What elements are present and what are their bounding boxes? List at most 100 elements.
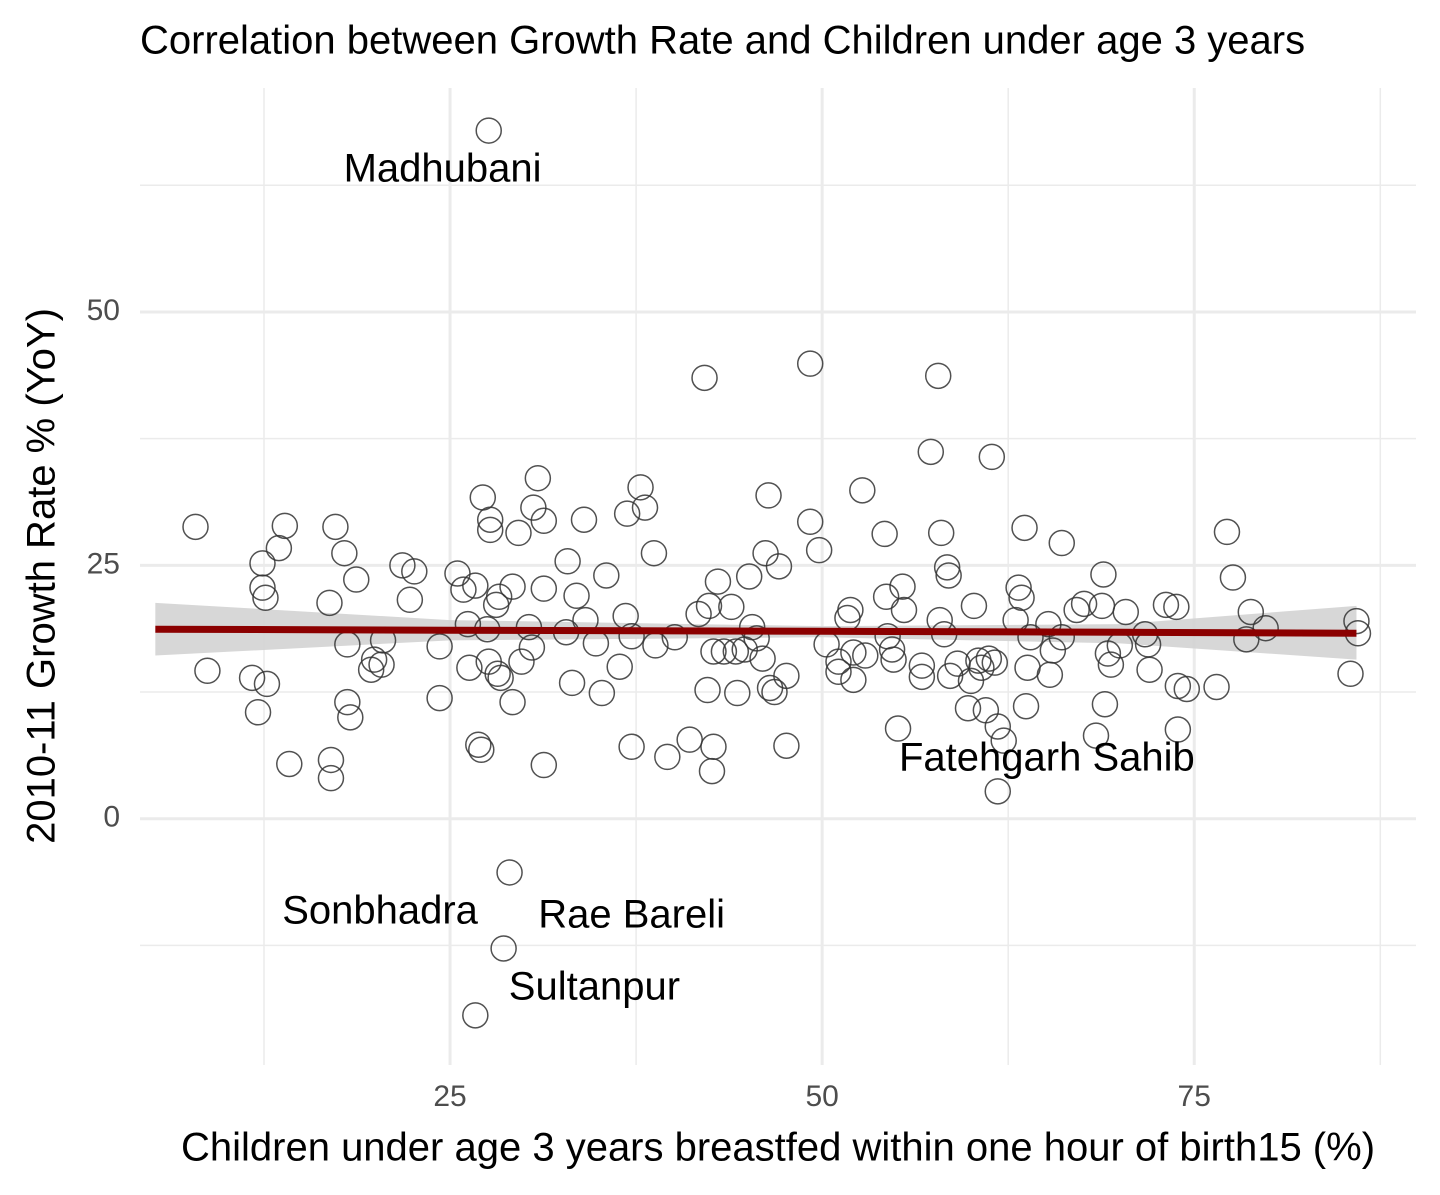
point (252, 584, 279, 612)
point (253, 670, 281, 698)
chart-title: Correlation between Growth Rate and Chil… (140, 19, 1305, 63)
point (618, 623, 645, 650)
point (1136, 656, 1163, 683)
point (401, 558, 428, 585)
annotation: Madhubani (344, 147, 542, 191)
point (606, 653, 633, 680)
point (244, 699, 272, 726)
point (1213, 518, 1241, 546)
point (627, 474, 654, 501)
point (613, 500, 641, 527)
point (484, 660, 511, 688)
point (530, 575, 558, 602)
point (1070, 590, 1098, 618)
annotation: Rae Bareli (538, 893, 725, 937)
point (872, 583, 900, 611)
point (1005, 574, 1032, 601)
point (661, 624, 689, 651)
x-tick-label: 75 (1178, 1080, 1211, 1113)
point (360, 646, 388, 673)
point (276, 750, 303, 778)
point (265, 534, 293, 562)
point (476, 506, 504, 533)
point (927, 519, 955, 547)
point (878, 636, 906, 663)
point (1088, 592, 1116, 620)
point (704, 568, 732, 595)
point (322, 513, 349, 541)
point (426, 633, 453, 660)
point (194, 657, 221, 685)
point (837, 596, 864, 624)
point (499, 688, 526, 716)
point (1048, 529, 1076, 557)
point (990, 727, 1017, 754)
point (563, 582, 590, 610)
point (450, 576, 477, 603)
point (975, 645, 1003, 672)
point (825, 658, 852, 686)
point (773, 662, 800, 690)
point (880, 646, 907, 673)
point (1163, 593, 1190, 621)
point (724, 679, 751, 707)
point (738, 613, 766, 641)
point (981, 649, 1009, 676)
point (456, 654, 483, 681)
point (570, 506, 598, 533)
point (1343, 607, 1370, 635)
point (984, 778, 1012, 805)
point (1039, 637, 1067, 664)
point (676, 726, 703, 753)
point (469, 484, 497, 511)
point (554, 548, 581, 575)
point (1008, 584, 1035, 612)
point (805, 536, 833, 564)
y-axis-title: 2010-11 Growth Rate % (YoY) (20, 308, 64, 844)
point (1014, 654, 1041, 681)
point (917, 438, 945, 466)
point (389, 552, 416, 579)
point (249, 574, 276, 601)
point (1063, 596, 1090, 624)
point (1012, 692, 1040, 720)
point (316, 589, 343, 617)
y-tick-label: 50 (87, 294, 120, 327)
point (337, 704, 364, 731)
point (698, 757, 726, 785)
point (317, 746, 345, 774)
point (852, 642, 879, 669)
point (954, 695, 982, 722)
point (530, 751, 558, 779)
point (935, 562, 962, 589)
point (618, 733, 645, 761)
point (331, 539, 358, 567)
point (640, 539, 668, 567)
point (508, 648, 535, 675)
point (487, 664, 514, 692)
point (368, 651, 395, 678)
point (396, 586, 424, 614)
point (1203, 673, 1230, 701)
point (485, 583, 513, 611)
point (490, 935, 517, 962)
point (462, 572, 489, 599)
point (972, 697, 1000, 724)
point (685, 600, 712, 628)
point (654, 743, 681, 771)
point (496, 859, 523, 886)
point (700, 733, 727, 761)
point (849, 477, 876, 504)
point (1011, 514, 1038, 542)
point (765, 553, 793, 580)
trend-line (155, 625, 1357, 637)
annotation: Sultanpur (509, 965, 680, 1009)
point (908, 652, 936, 679)
point (1112, 598, 1140, 626)
point (722, 638, 750, 665)
point (984, 713, 1012, 740)
point (908, 663, 936, 691)
point (924, 362, 952, 390)
point (426, 684, 453, 712)
point (462, 1002, 489, 1029)
